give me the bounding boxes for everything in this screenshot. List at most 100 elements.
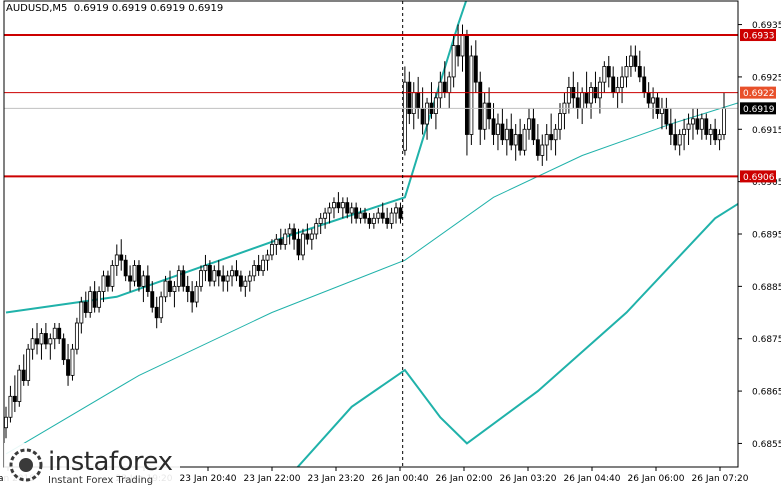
candle-body-bull <box>261 259 266 272</box>
candle <box>575 82 580 119</box>
price-tag-box <box>740 29 776 42</box>
price-tag-label: 0.6919 <box>743 105 775 115</box>
candle-body-bear <box>105 275 110 287</box>
y-tick-label: 0.6905 <box>752 178 781 188</box>
candle-body-bull <box>540 144 545 156</box>
candle-body-bull <box>70 348 75 376</box>
candle-body-bear <box>207 265 212 282</box>
y-tick-label: 0.6915 <box>752 126 781 136</box>
candle <box>225 270 230 292</box>
candle <box>402 66 407 156</box>
candle <box>646 82 651 109</box>
candle <box>473 40 478 93</box>
instaforex-logo-icon <box>9 448 43 482</box>
candle <box>425 97 430 140</box>
price-tag: 0.6922 <box>740 86 776 99</box>
candle-body-bear <box>655 97 660 114</box>
candle <box>358 207 363 224</box>
candle-body-bear <box>61 338 66 361</box>
candle <box>371 213 376 229</box>
x-tick-label: 23 Jan 23:20 <box>308 474 365 484</box>
candle-body-bear <box>128 275 133 282</box>
price-tag: 0.6933 <box>740 29 776 42</box>
candle-body-bear <box>57 327 62 340</box>
candle-body-bear <box>668 123 673 135</box>
candle-body-bear <box>256 265 261 272</box>
candle <box>145 265 150 297</box>
price-tag: 0.6906 <box>740 170 776 183</box>
candle-body-bull <box>110 265 115 287</box>
candle <box>61 333 66 365</box>
candle <box>354 202 359 224</box>
candle-body-bull <box>589 86 593 104</box>
candle-body-bull <box>597 81 602 99</box>
candle <box>553 124 558 156</box>
y-tick-label: 0.6885 <box>752 283 781 293</box>
candle <box>416 76 421 119</box>
candle-body-bull <box>323 212 328 219</box>
candle-body-bear <box>190 291 195 303</box>
candle-body-bull <box>225 275 230 282</box>
candle-body-bear <box>584 92 589 104</box>
candle <box>35 323 39 355</box>
candle <box>540 134 545 166</box>
candle-body-bull <box>203 265 208 272</box>
ohlc-values: 0.6919 0.6919 0.6919 0.6919 <box>73 3 224 14</box>
candles <box>4 24 726 439</box>
candle <box>509 113 514 151</box>
candle <box>292 223 297 250</box>
candle <box>411 82 416 130</box>
y-tick-label: 0.6855 <box>752 440 781 450</box>
candle-body-bull <box>141 275 146 287</box>
candle <box>238 270 243 292</box>
candle <box>176 265 181 292</box>
candle <box>593 71 598 104</box>
candle <box>181 265 186 292</box>
candle-body-bull <box>513 134 518 146</box>
x-tick-label: 23 Jan 22:00 <box>244 474 301 484</box>
candle <box>207 260 212 287</box>
candle <box>79 296 84 334</box>
candle <box>83 291 88 318</box>
candle-body-bull <box>699 118 704 130</box>
candle <box>704 113 709 140</box>
candle-body-bear <box>509 128 514 146</box>
price-tag: 0.6919 <box>740 102 776 115</box>
candle <box>571 71 576 109</box>
candle-body-bear <box>380 212 385 219</box>
candle-body-bear <box>123 259 128 277</box>
candle-body-bear <box>478 81 483 130</box>
candle-body-bull <box>717 134 722 141</box>
candle-body-bear <box>234 270 239 277</box>
candle-body-bear <box>354 207 359 219</box>
candle <box>190 281 195 313</box>
candle-body-bull <box>686 123 691 130</box>
x-tick-label: 26 Jan 00:40 <box>372 474 429 484</box>
candle <box>531 108 536 145</box>
horizontal-levels[interactable] <box>4 34 738 178</box>
candle <box>602 61 607 93</box>
candle-body-bear <box>385 217 390 224</box>
candle-body-bear <box>549 134 554 141</box>
candle-body-bear <box>66 359 71 376</box>
candle-body-bull <box>287 228 292 235</box>
candle <box>518 118 523 156</box>
candle <box>234 260 239 282</box>
candle <box>30 328 35 360</box>
x-tick-label: 23 Jan 20:40 <box>180 474 237 484</box>
candle-body-bull <box>402 81 407 151</box>
candle-body-bear <box>633 55 638 67</box>
candle <box>26 343 31 386</box>
candle-body-bull <box>327 207 332 214</box>
price-tag-box <box>740 102 776 115</box>
candle <box>185 275 190 303</box>
candle <box>309 228 314 250</box>
candle-body-bull <box>620 76 625 88</box>
candle <box>389 207 394 229</box>
candle <box>562 92 567 130</box>
candle <box>141 270 146 303</box>
x-tick-label: 26 Jan 03:20 <box>500 474 557 484</box>
candle-body-bear <box>150 291 155 308</box>
